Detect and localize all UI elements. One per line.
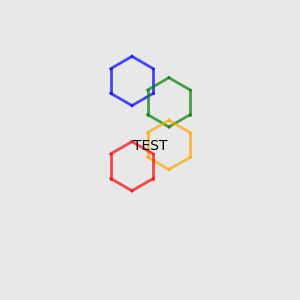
- Text: TEST: TEST: [133, 139, 167, 153]
